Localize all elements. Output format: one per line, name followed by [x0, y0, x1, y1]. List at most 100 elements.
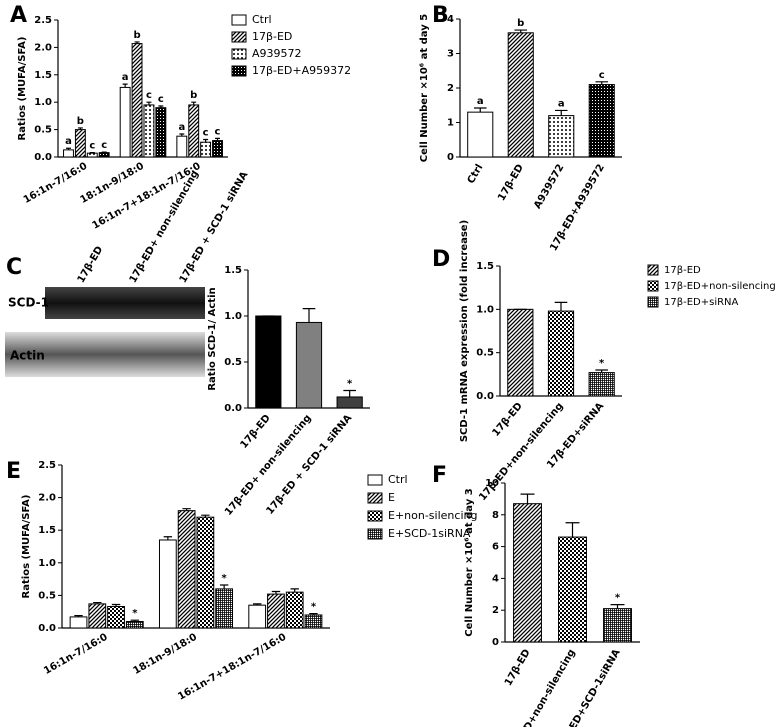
error-bar	[520, 493, 535, 504]
error-bar	[134, 41, 140, 44]
error-bar	[302, 308, 316, 323]
error-bar	[595, 369, 608, 373]
blot-row	[45, 287, 205, 319]
significance-label: c	[146, 90, 152, 101]
y-tick-label: 8	[492, 510, 499, 521]
y-tick-label: 0.0	[224, 403, 242, 414]
error-bar	[215, 137, 220, 141]
error-bar	[554, 301, 568, 312]
x-tick-label: 17β-ED	[491, 401, 525, 439]
y-tick-label: 2	[447, 83, 454, 94]
y-tick-label: 1.0	[476, 304, 494, 315]
legend-label: 17β-ED+non-silencing	[664, 281, 776, 292]
y-axis-label: SCD-1 mRNA expression (fold increase)	[459, 220, 470, 442]
y-tick-label: 2.5	[34, 15, 52, 26]
error-bar	[101, 151, 107, 153]
error-bar	[514, 29, 528, 33]
y-tick-label: 2	[492, 605, 499, 616]
error-bar	[89, 152, 95, 154]
bar	[107, 605, 125, 629]
legend-swatch	[231, 31, 247, 43]
significance-label: *	[347, 379, 353, 390]
bar	[69, 616, 88, 629]
error-bar	[146, 101, 152, 105]
bar	[125, 620, 144, 629]
error-bar	[554, 109, 568, 116]
error-bar	[122, 83, 128, 88]
x-tick-label: 16:1n-7/16:0	[42, 632, 110, 677]
bar	[548, 115, 575, 158]
panel-letter: B	[432, 3, 449, 28]
significance-label: *	[222, 573, 228, 584]
error-bar	[473, 107, 487, 113]
significance-label: c	[599, 70, 605, 81]
panel-letter: F	[432, 463, 447, 488]
y-tick-label: 0.0	[476, 391, 494, 402]
legend-label: Ctrl	[388, 473, 408, 486]
x-tick-label: A939572	[532, 162, 566, 210]
y-axis-label: Cell Number ×10⁶ at day 5	[419, 14, 430, 162]
y-tick-label: 10	[485, 478, 499, 489]
y-tick-label: 2.5	[38, 460, 56, 471]
y-tick-label: 1.0	[34, 97, 52, 108]
significance-label: c	[89, 141, 95, 152]
significance-label: a	[65, 136, 72, 147]
bar	[74, 129, 86, 158]
bar	[507, 32, 534, 158]
error-bar	[343, 389, 356, 397]
y-tick-label: 4	[447, 14, 454, 25]
error-bar	[163, 536, 173, 540]
y-tick-label: 2.0	[34, 42, 52, 53]
error-bar	[290, 588, 299, 593]
y-tick-label: 0	[447, 152, 454, 163]
error-bar	[595, 81, 609, 85]
error-bar	[111, 603, 121, 607]
significance-label: a	[122, 72, 129, 83]
bar	[267, 593, 285, 629]
significance-label: *	[311, 602, 317, 613]
panel-letter: A	[10, 3, 27, 28]
error-bar	[158, 105, 164, 108]
bar	[336, 396, 363, 409]
y-axis-label: Ratios (MUFA/SFA)	[21, 495, 32, 599]
bar	[177, 510, 196, 629]
bar	[603, 608, 632, 643]
y-tick-label: 1.0	[38, 558, 56, 569]
blot-row	[5, 332, 205, 377]
error-bar	[191, 101, 197, 105]
bar	[248, 604, 267, 629]
bar	[158, 539, 177, 629]
error-bar	[130, 619, 139, 622]
bar	[188, 104, 200, 158]
legend-swatch	[647, 280, 659, 292]
y-axis-label: Ratio SCD-1/ Actin	[207, 287, 218, 390]
legend-label: 17β-ED+siRNA	[664, 297, 739, 308]
y-axis-label: Cell Number ×10⁶ at day 3	[464, 488, 475, 636]
legend-label: 17β-ED+A959372	[252, 64, 351, 77]
significance-label: *	[599, 358, 605, 369]
bar	[547, 310, 575, 397]
error-bar	[271, 590, 281, 595]
y-tick-label: 0.5	[224, 357, 242, 368]
y-tick-label: 1.5	[38, 525, 56, 536]
bar	[513, 503, 542, 643]
y-tick-label: 1.0	[224, 311, 242, 322]
y-tick-label: 1.5	[34, 70, 52, 81]
error-bar	[77, 127, 83, 130]
legend-label: 17β-ED	[664, 265, 701, 276]
legend-swatch	[367, 528, 383, 540]
y-tick-label: 1.5	[476, 261, 494, 272]
error-bar	[74, 615, 83, 617]
significance-label: b	[190, 90, 197, 101]
error-bar	[93, 601, 102, 604]
lane-label: 17β-ED	[76, 245, 106, 285]
y-tick-label: 0.5	[476, 348, 494, 359]
bar	[86, 152, 98, 158]
blot-row-label: Actin	[10, 349, 45, 363]
bar	[143, 104, 155, 158]
legend-swatch	[647, 264, 659, 276]
y-tick-label: 0.0	[34, 152, 52, 163]
significance-label: c	[158, 94, 164, 105]
y-tick-label: 2.0	[38, 493, 56, 504]
